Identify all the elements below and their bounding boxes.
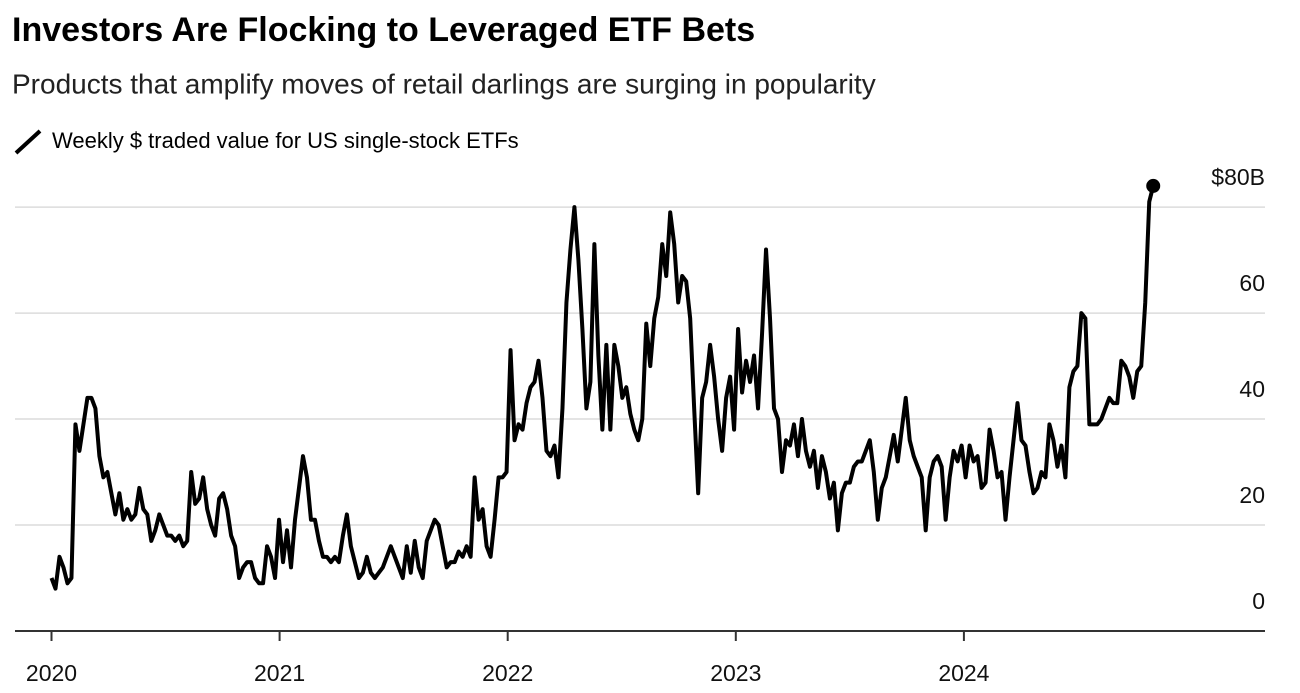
series-line — [49, 185, 1156, 591]
chart-subtitle: Products that amplify moves of retail da… — [12, 68, 876, 99]
y-tick-label: $80B — [1211, 164, 1265, 190]
x-tick-label: 2021 — [254, 660, 305, 686]
end-marker — [1146, 178, 1161, 193]
legend-label: Weekly $ traded value for US single-stoc… — [52, 128, 519, 153]
legend-swatch — [14, 129, 42, 155]
y-tick-label: 20 — [1239, 482, 1265, 508]
y-tick-label: 40 — [1239, 376, 1265, 402]
y-tick-label: 0 — [1252, 588, 1265, 614]
y-tick-label: 60 — [1239, 270, 1265, 296]
x-tick-label: 2023 — [710, 660, 761, 686]
x-tick-label: 2022 — [482, 660, 533, 686]
x-tick-label: 2024 — [938, 660, 989, 686]
chart-title: Investors Are Flocking to Leveraged ETF … — [12, 11, 755, 49]
x-tick-label: 2020 — [26, 660, 77, 686]
